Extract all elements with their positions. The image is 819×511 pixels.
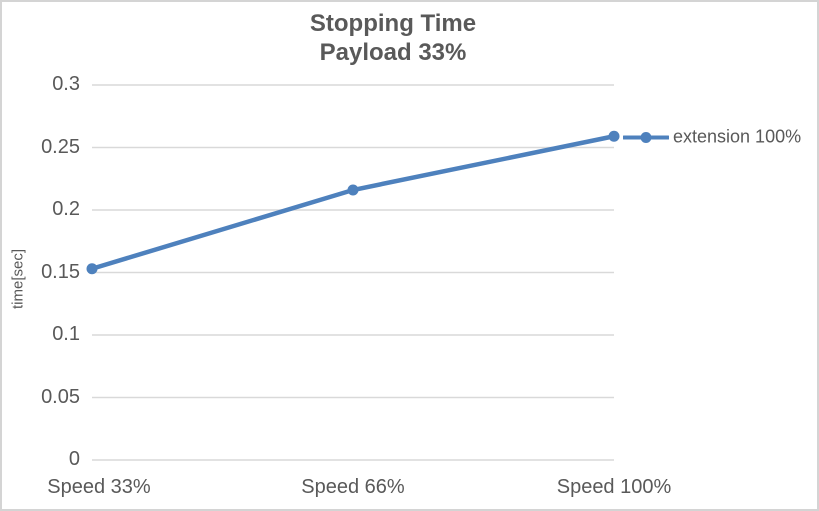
chart-title: Stopping Time Payload 33%	[2, 9, 784, 67]
y-tick-label: 0.15	[41, 260, 80, 283]
data-point-marker	[608, 130, 620, 142]
chart-title-line2: Payload 33%	[319, 39, 467, 66]
y-tick-label: 0.1	[52, 323, 80, 346]
legend: extension 100%	[623, 127, 801, 148]
legend-line-marker-icon	[623, 131, 669, 143]
y-axis-tick-labels: 0.3 0.25 0.2 0.15 0.1 0.05 0	[2, 2, 80, 509]
legend-marker	[640, 131, 652, 143]
series-line	[89, 134, 617, 271]
y-tick-label: 0.05	[41, 385, 80, 408]
y-tick-label: 0.25	[41, 135, 80, 158]
y-tick-label: 0	[68, 448, 80, 471]
x-tick-label: Speed 33%	[47, 476, 151, 498]
y-tick-label: 0.2	[52, 198, 80, 221]
plot-area	[86, 84, 620, 461]
data-point-marker	[86, 263, 98, 275]
x-tick-label: Speed 66%	[301, 476, 405, 498]
chart-title-line1: Stopping Time	[309, 10, 477, 37]
y-tick-label: 0.3	[52, 73, 80, 96]
legend-series-label: extension 100%	[673, 126, 802, 147]
data-point-marker	[347, 184, 359, 196]
x-tick-label: Speed 100%	[556, 476, 672, 498]
